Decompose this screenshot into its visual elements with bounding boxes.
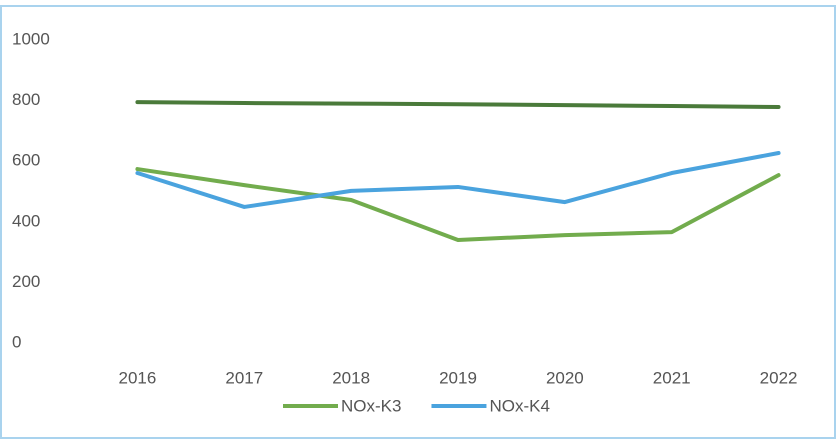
x-tick-label: 2017 [225, 368, 263, 387]
legend-label: NOx-K4 [489, 396, 549, 415]
x-tick-label: 2019 [439, 368, 477, 387]
x-tick-label: 2020 [546, 368, 584, 387]
series-line [135, 167, 781, 242]
y-tick-label: 400 [12, 211, 40, 230]
y-tick-label: 200 [12, 272, 40, 291]
y-tick-label: 800 [12, 90, 40, 109]
series-line [135, 151, 781, 209]
chart-border [0, 5, 836, 439]
y-tick-label: 1000 [12, 29, 50, 48]
y-tick-label: 0 [12, 332, 21, 351]
y-tick-label: 600 [12, 151, 40, 170]
x-tick-label: 2018 [332, 368, 370, 387]
x-tick-label: 2016 [119, 368, 157, 387]
series-line [135, 100, 781, 109]
x-tick-label: 2021 [653, 368, 691, 387]
x-tick-label: 2022 [760, 368, 798, 387]
legend-label: NOx-K3 [341, 396, 401, 415]
